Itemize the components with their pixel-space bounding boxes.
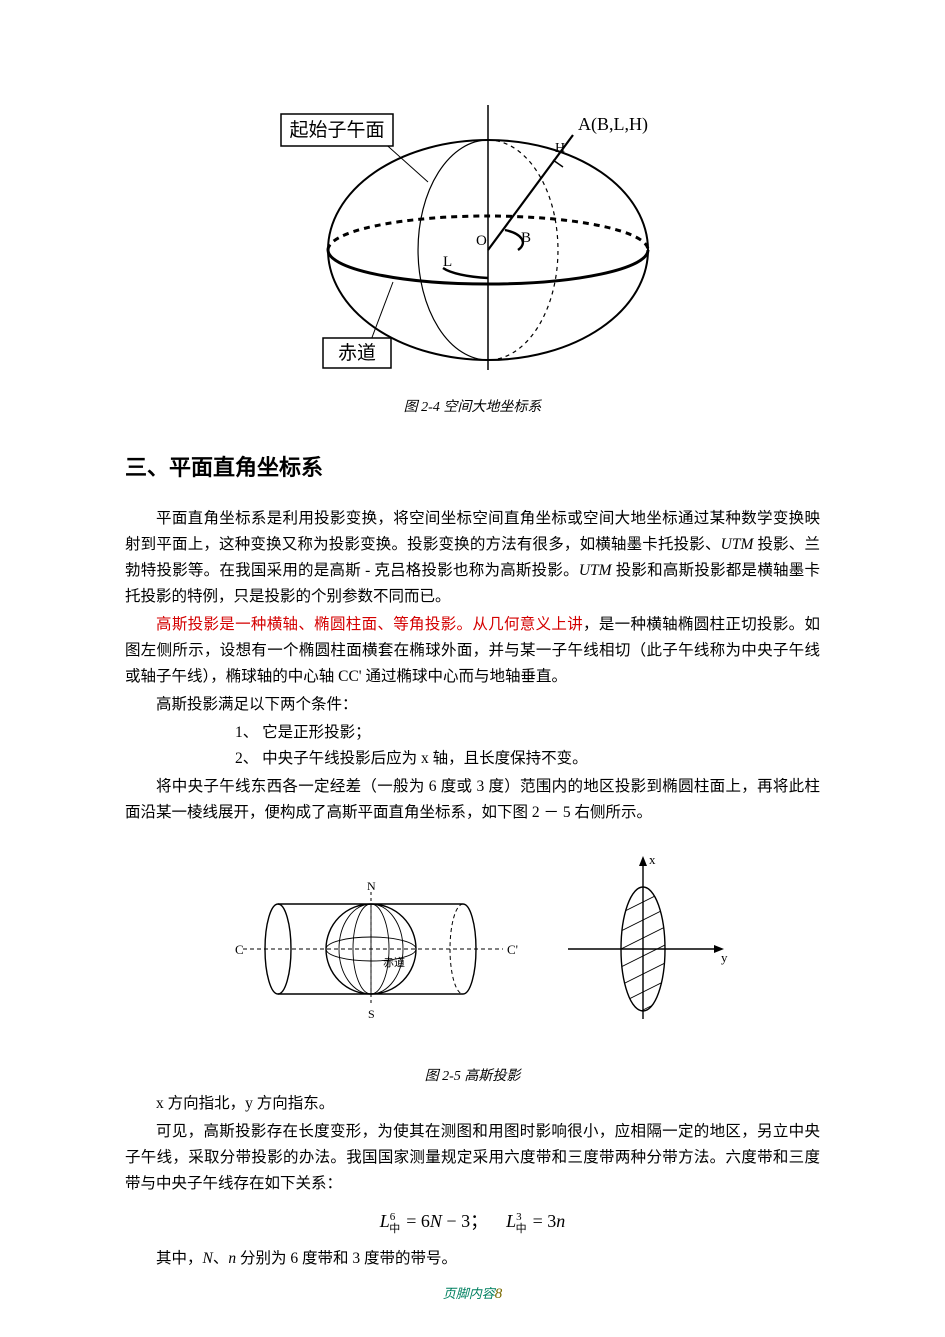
figure-2-5: C C' N S 赤道 x y — [125, 844, 820, 1085]
svg-text:C: C — [235, 942, 244, 957]
fig1-label-H: H — [555, 141, 565, 156]
svg-text:y: y — [721, 950, 728, 965]
figure-2-5-svg: C C' N S 赤道 x y — [213, 844, 733, 1054]
para1-utm: UTM — [721, 536, 754, 553]
footer-page-number: 8 — [495, 1286, 503, 1302]
para7-n: n — [228, 1250, 236, 1267]
figure-2-4-caption: 图 2-4 空间大地坐标系 — [125, 396, 820, 416]
para-3: 高斯投影满足以下两个条件： — [125, 692, 820, 718]
fig1-label-prime-meridian: 起始子午面 — [289, 119, 384, 141]
figure-2-5-caption: 图 2-5 高斯投影 — [125, 1065, 820, 1085]
fig1-label-equator: 赤道 — [337, 342, 375, 364]
fig1-label-L: L — [443, 254, 452, 270]
svg-text:x: x — [649, 852, 656, 867]
fig1-label-A: A(B,L,H) — [578, 114, 648, 135]
para7-b: 、 — [213, 1250, 229, 1267]
list-item-2: 2、 中央子午线投影后应为 x 轴，且长度保持不变。 — [235, 746, 820, 772]
formula: L6中= 6N − 3； L3中= 3n — [125, 1207, 820, 1236]
para7-a: 其中， — [156, 1250, 203, 1267]
para1-a: 平面直角坐标系是利用投影变换，将空间坐标空间直角坐标或空间大地坐标通过某种数学变… — [125, 510, 820, 553]
svg-text:C': C' — [507, 942, 518, 957]
fig1-label-B: B — [521, 230, 531, 246]
figure-2-4-svg: 起始子午面 赤道 A(B,L,H) H B L O — [273, 90, 673, 385]
condition-list: 1、 它是正形投影； 2、 中央子午线投影后应为 x 轴，且长度保持不变。 — [235, 720, 820, 772]
para-2: 高斯投影是一种横轴、椭圆柱面、等角投影。从几何意义上讲，是一种横轴椭圆柱正切投影… — [125, 612, 820, 690]
figure-2-4: 起始子午面 赤道 A(B,L,H) H B L O 图 2-4 空间大地坐标系 — [125, 90, 820, 416]
para-5: x 方向指北，y 方向指东。 — [125, 1091, 820, 1117]
list-item-1: 1、 它是正形投影； — [235, 720, 820, 746]
para-7: 其中，N、n 分别为 6 度带和 3 度带的带号。 — [125, 1246, 820, 1272]
fig1-label-O: O — [476, 233, 487, 249]
para-1: 平面直角坐标系是利用投影变换，将空间坐标空间直角坐标或空间大地坐标通过某种数学变… — [125, 506, 820, 610]
svg-text:S: S — [368, 1007, 375, 1021]
para-6: 可见，高斯投影存在长度变形，为使其在测图和用图时影响很小，应相隔一定的地区，另立… — [125, 1119, 820, 1197]
para7-c: 分别为 6 度带和 3 度带的带号。 — [236, 1250, 457, 1267]
page-footer: 页脚内容8 — [0, 1283, 945, 1303]
para7-N: N — [203, 1250, 213, 1267]
para1-utm2: UTM — [579, 562, 612, 579]
footer-label: 页脚内容 — [443, 1286, 495, 1301]
para-4: 将中央子午线东西各一定经差（一般为 6 度或 3 度）范围内的地区投影到椭圆柱面… — [125, 774, 820, 826]
svg-text:赤道: 赤道 — [383, 955, 405, 969]
section-title: 三、平面直角坐标系 — [125, 450, 820, 482]
svg-text:N: N — [367, 879, 376, 893]
para2-red: 高斯投影是一种横轴、椭圆柱面、等角投影。从几何意义上讲 — [156, 616, 583, 633]
